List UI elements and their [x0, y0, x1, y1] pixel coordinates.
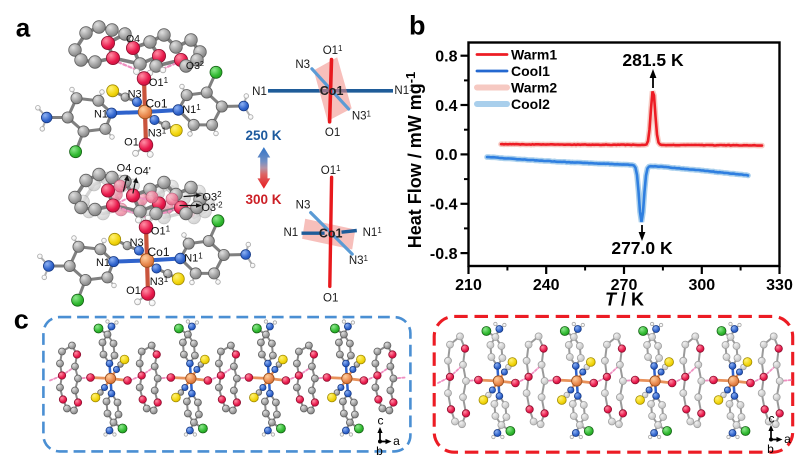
svg-text:Co1: Co1: [320, 84, 344, 98]
svg-text:277.0 K: 277.0 K: [611, 238, 673, 258]
svg-text:O11: O11: [323, 44, 343, 57]
svg-text:330: 330: [766, 277, 793, 294]
svg-text:210: 210: [455, 277, 482, 294]
svg-text:c: c: [378, 414, 384, 428]
svg-text:a: a: [393, 434, 400, 448]
svg-text:O4: O4: [117, 163, 132, 175]
svg-text:0.0: 0.0: [435, 147, 457, 164]
svg-text:Co1: Co1: [145, 97, 167, 111]
svg-text:Cool2: Cool2: [511, 96, 550, 112]
svg-text:Warm1: Warm1: [511, 47, 557, 63]
svg-text:0.8: 0.8: [435, 49, 457, 66]
svg-text:300 K: 300 K: [245, 192, 281, 207]
svg-text:N1: N1: [94, 109, 108, 121]
svg-text:N3: N3: [130, 237, 144, 249]
svg-text:N1: N1: [96, 257, 110, 269]
svg-text:c: c: [14, 305, 29, 335]
svg-text:O1: O1: [323, 293, 338, 305]
svg-text:O4': O4': [134, 166, 151, 178]
svg-text:Co1: Co1: [147, 245, 169, 259]
svg-text:-0.8: -0.8: [430, 246, 458, 263]
svg-text:O1: O1: [126, 285, 141, 297]
svg-text:b: b: [409, 11, 426, 41]
svg-text:N3: N3: [296, 200, 311, 212]
svg-text:N3: N3: [295, 59, 310, 71]
svg-text:Co1: Co1: [319, 227, 343, 241]
svg-text:a: a: [784, 432, 791, 446]
svg-text:270: 270: [611, 277, 638, 294]
svg-text:250 K: 250 K: [245, 128, 281, 143]
svg-text:b: b: [376, 444, 383, 456]
svg-text:Cool1: Cool1: [511, 63, 550, 79]
svg-text:O32: O32: [186, 59, 204, 72]
svg-text:O4: O4: [126, 33, 140, 45]
svg-text:N1: N1: [252, 86, 267, 98]
svg-text:O11: O11: [321, 164, 341, 177]
svg-text:b: b: [767, 442, 774, 456]
svg-text:O3'2: O3'2: [201, 200, 223, 214]
svg-text:281.5 K: 281.5 K: [622, 50, 684, 70]
svg-text:a: a: [16, 13, 31, 43]
svg-text:N3: N3: [128, 89, 142, 101]
svg-text:Warm2: Warm2: [511, 80, 557, 96]
svg-text:O1: O1: [124, 137, 139, 149]
svg-text:-0.4: -0.4: [430, 197, 458, 214]
svg-text:Heat Flow / mW mg-1: Heat Flow / mW mg-1: [403, 72, 425, 249]
svg-text:T / K: T / K: [605, 290, 644, 310]
svg-text:N1: N1: [283, 227, 298, 239]
svg-text:0.4: 0.4: [435, 98, 457, 115]
svg-text:c: c: [769, 412, 775, 426]
svg-text:300: 300: [688, 277, 715, 294]
svg-text:240: 240: [533, 277, 560, 294]
svg-text:O1: O1: [325, 127, 340, 139]
